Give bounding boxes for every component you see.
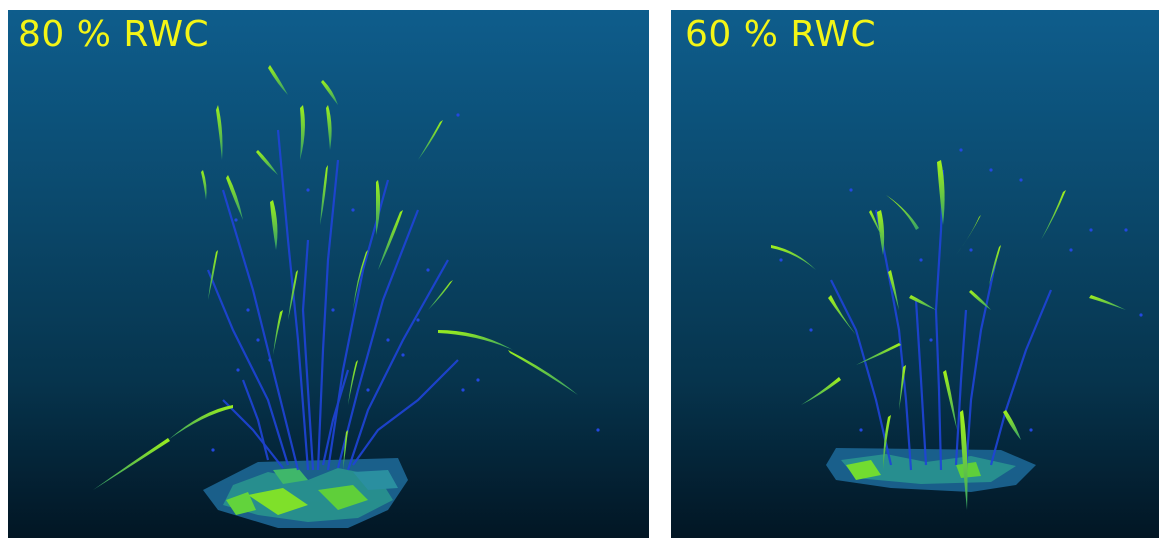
plant-point-cloud-80 bbox=[8, 10, 649, 538]
panel-title-80-rwc: 80 % RWC bbox=[18, 14, 209, 56]
plant-point-cloud-panel-60: 60 % RWC bbox=[671, 10, 1159, 538]
soil-base-patch bbox=[826, 448, 1036, 492]
plant-point-cloud-60 bbox=[671, 10, 1159, 538]
plant-point-cloud-panel-80: 80 % RWC bbox=[8, 10, 649, 538]
plant-stems bbox=[208, 130, 458, 470]
soil-base-patch bbox=[203, 458, 408, 528]
plant-stems bbox=[831, 170, 1051, 470]
panel-title-60-rwc: 60 % RWC bbox=[685, 14, 876, 56]
